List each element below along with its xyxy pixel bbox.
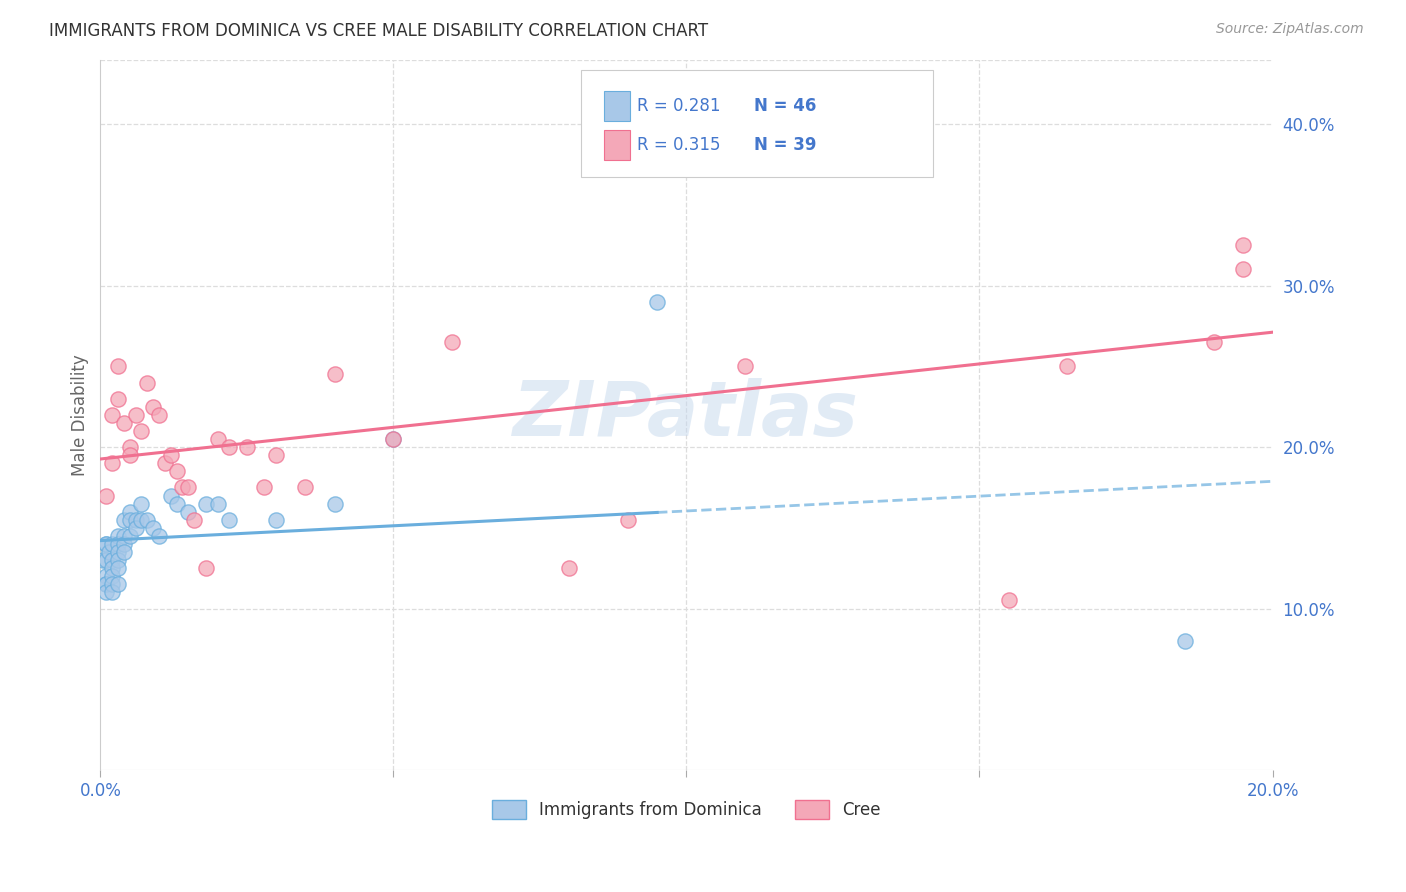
Point [136,376,159,390]
Point [172,480,194,494]
Point [131,424,153,438]
Point [107,577,129,591]
Point [107,545,129,559]
Text: ZIPatlas: ZIPatlas [513,378,859,452]
Point [98,545,121,559]
Point [218,513,240,527]
Point [118,513,141,527]
Point [101,537,124,551]
Point [323,497,346,511]
Point [101,569,124,583]
Point [997,593,1019,607]
Point [136,513,159,527]
Point [118,505,141,519]
Point [382,432,405,446]
Point [112,537,135,551]
Point [101,577,124,591]
Point [131,497,153,511]
Text: N = 46: N = 46 [755,96,817,115]
Point [440,335,463,350]
Point [101,585,124,599]
Point [253,480,276,494]
Point [118,448,141,462]
Point [107,392,129,406]
Point [118,440,141,454]
Point [166,464,188,478]
Point [101,408,124,422]
Point [177,505,200,519]
Point [207,497,229,511]
Point [96,585,118,599]
Point [101,456,124,470]
Point [1232,238,1254,252]
Point [218,440,240,454]
Point [118,529,141,543]
Point [1202,335,1225,350]
Point [142,521,165,535]
Text: N = 39: N = 39 [755,136,817,153]
Point [323,368,346,382]
FancyBboxPatch shape [605,91,630,120]
Point [131,513,153,527]
Point [159,489,181,503]
Point [264,448,287,462]
Point [236,440,259,454]
Point [734,359,756,374]
FancyBboxPatch shape [581,70,932,177]
Point [148,408,170,422]
Text: R = 0.281: R = 0.281 [637,96,721,115]
Point [112,545,135,559]
Point [153,456,176,470]
Point [124,513,146,527]
Point [1056,359,1078,374]
Point [107,359,129,374]
Point [294,480,316,494]
Point [107,537,129,551]
Point [96,537,118,551]
Point [183,513,205,527]
Point [382,432,405,446]
Point [96,537,118,551]
Point [112,416,135,430]
Point [851,141,873,155]
Point [1174,633,1197,648]
Point [177,480,200,494]
Point [112,513,135,527]
Point [645,294,668,309]
Point [166,497,188,511]
Point [264,513,287,527]
Point [101,553,124,567]
FancyBboxPatch shape [605,130,630,160]
Point [107,561,129,575]
Point [124,521,146,535]
Text: R = 0.315: R = 0.315 [637,136,721,153]
Y-axis label: Male Disability: Male Disability [72,354,89,475]
Point [96,553,118,567]
Point [96,569,118,583]
Point [107,553,129,567]
Point [91,553,114,567]
Point [194,561,217,575]
Text: Source: ZipAtlas.com: Source: ZipAtlas.com [1216,22,1364,37]
Point [1232,262,1254,277]
Point [159,448,181,462]
Point [617,513,640,527]
Point [194,497,217,511]
Point [148,529,170,543]
Point [96,577,118,591]
Point [112,529,135,543]
Point [101,561,124,575]
Point [96,577,118,591]
Point [124,408,146,422]
Point [207,432,229,446]
Point [142,400,165,414]
Legend: Immigrants from Dominica, Cree: Immigrants from Dominica, Cree [486,793,887,826]
Point [96,489,118,503]
Point [558,561,581,575]
Text: IMMIGRANTS FROM DOMINICA VS CREE MALE DISABILITY CORRELATION CHART: IMMIGRANTS FROM DOMINICA VS CREE MALE DI… [49,22,709,40]
Point [107,529,129,543]
